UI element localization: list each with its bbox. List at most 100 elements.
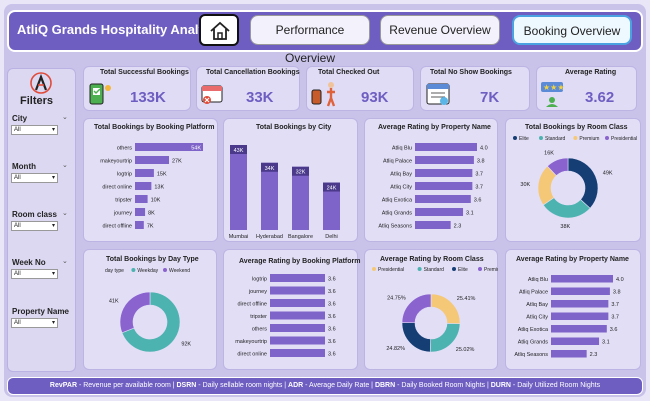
axis-tick-label: others [117,146,133,152]
pie-slice [119,291,151,334]
chart-title-rating-by-property-1: Average Rating by Property Name [378,124,491,131]
axis-tick-label: Hyderabad [256,234,283,240]
data-label: 25.02% [456,347,475,353]
bar [551,337,600,345]
atliq-logo-icon [30,72,52,94]
filter-city-select[interactable]: All ▾ [11,125,58,135]
chevron-down-icon[interactable]: ⌄ [62,307,68,314]
legend-swatch [605,136,609,140]
axis-tick-label: makeyourtrip [235,339,267,345]
data-label: 3.6 [328,277,336,283]
data-label: 2.3 [454,224,462,230]
data-label-bg [230,145,247,154]
chart-bookings-by-day-type: day type Weekday Weekend 92K 41K [105,268,191,353]
chart-title-rating-by-property-2: Average Rating by Property Name [516,256,629,263]
data-label: 25.41% [457,296,476,302]
data-label: 54K [191,146,201,152]
data-label: 3.8 [477,159,485,165]
tab-revenue-overview[interactable]: Revenue Overview [380,15,500,45]
chart-rating-by-property-1: Atliq Blu 4.0 Atliq Palace 3.8 Atliq Bay 3.7 A… [378,143,488,230]
tab-performance-overview[interactable]: Performance Overview [250,15,370,65]
data-label: 24K [327,186,337,192]
kpi-no-show-bookings-value: 7K [480,89,500,106]
bar [270,311,325,320]
bar [551,287,610,295]
caret-down-icon: ▾ [51,175,55,181]
data-label: 3.6 [328,352,336,358]
tab-booking-overview[interactable]: Booking Overview [512,15,632,45]
axis-tick-label: Atliq Seasons [514,352,548,358]
axis-tick-label: tripster [250,314,267,320]
legend-item: Standard [424,267,445,273]
bar [270,286,325,295]
filter-week-no-select[interactable]: All ▾ [11,269,58,279]
chevron-down-icon[interactable]: ⌄ [62,162,68,169]
chart-bookings-by-city: 43K Mumbai 34K Hyderabad 32K Bangalore 24K Delh… [229,145,340,240]
bar [323,182,340,230]
legend-item: Weekday [137,268,158,274]
axis-tick-label: Atliq Bay [526,302,548,308]
kpi-no-show-bookings-title: Total No Show Bookings [430,69,512,76]
legend-swatch [163,268,167,272]
bar [415,182,473,190]
data-label: 10K [151,198,161,204]
footer-key-revpar: RevPAR [49,382,78,389]
chevron-down-icon[interactable]: ⌄ [62,210,68,217]
legend-swatch [131,268,136,272]
bar [551,300,609,308]
axis-tick-label: others [252,327,268,333]
footer-desc-dbrn: - Daily Booked Room Nights | [395,382,491,389]
bar [415,169,473,177]
legend-swatch [417,267,422,271]
pie-slice [401,322,431,353]
legend-item: Presidential [378,267,404,273]
data-label-bg [323,182,340,192]
kpi-card-checked-out [306,66,414,111]
axis-tick-label: logtrip [252,277,267,283]
chevron-down-icon[interactable]: ⌄ [62,258,68,265]
legend-item: Elite [458,267,468,273]
svg-text:★★★: ★★★ [543,83,565,92]
legend-swatch [372,267,376,271]
pie-slice [401,293,432,324]
footer-key-durn: DURN [490,382,511,389]
legend-item: Elite [519,136,529,142]
chart-rating-by-room-class: Presidential Standard Elite Premium 25.41% 25… [372,267,498,353]
filter-month-select[interactable]: All ▾ [11,173,58,183]
caret-down-icon: ▾ [51,271,55,277]
footer-desc-dsrn: - Daily sellable room nights | [196,382,289,389]
data-label: 3.6 [610,327,618,333]
bar [551,312,609,320]
bar [135,169,154,177]
data-label: 4.0 [616,277,624,283]
chevron-down-icon[interactable]: ⌄ [62,114,68,121]
filter-property-name-select[interactable]: All ▾ [11,318,58,328]
bar [270,324,325,332]
data-label: 3.6 [328,314,336,320]
legend-item: Premium [484,267,498,273]
data-label: 34K [265,166,275,172]
chart-title-rating-by-platform: Average Rating by Booking Platform [239,258,361,265]
home-button[interactable] [199,14,239,46]
chart-title-bookings-by-platform: Total Bookings by Booking Platform [94,124,215,131]
data-label: 24.82% [386,346,405,352]
filter-week-no-label: Week No [12,258,46,267]
data-label: 13K [154,185,164,191]
data-label: 16K [544,151,554,157]
panel-rating-by-property-2 [505,249,641,370]
pie-slice [546,157,569,177]
bar [135,143,203,151]
bar [551,350,587,358]
filter-room-class-select[interactable]: All ▾ [11,221,58,231]
traveler-luggage-icon [311,82,336,107]
booking-phone-icon [89,83,111,105]
bar [270,299,325,307]
footer-key-adr: ADR [288,382,304,389]
data-label: 3.7 [611,302,619,308]
data-label: 30K [520,182,530,188]
axis-tick-label: journey [113,211,132,217]
data-label: 3.8 [613,290,621,296]
legend-swatch [452,267,456,271]
footer-desc-durn: - Daily Utilized Room Nights [510,382,601,389]
axis-tick-label: direct offline [102,224,132,230]
